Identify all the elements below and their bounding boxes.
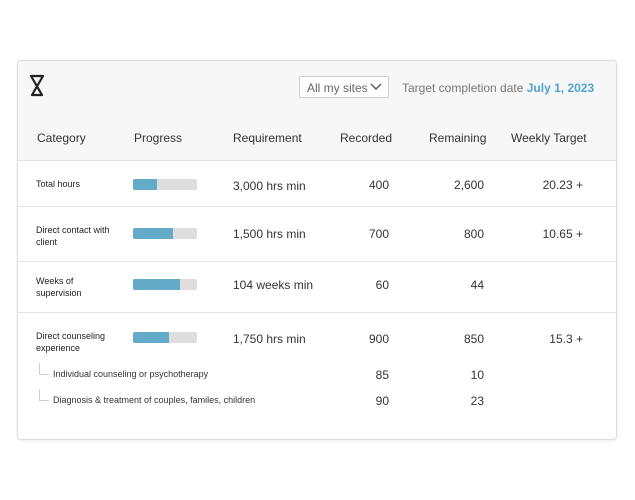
progress-fill <box>133 332 169 343</box>
card-toolbar: All my sites Target completion date July… <box>18 61 616 115</box>
progress-bar <box>133 279 197 290</box>
target-label: Target completion date <box>402 81 524 95</box>
col-recorded: Recorded <box>340 131 393 145</box>
row-weekly-target: 20.23 + <box>542 178 583 192</box>
row-remaining: 44 <box>470 278 484 292</box>
col-progress: Progress <box>134 131 183 145</box>
row-recorded: 400 <box>368 178 389 192</box>
row-remaining: 800 <box>463 227 484 241</box>
sub-row-remaining: 10 <box>470 368 484 382</box>
row-requirement: 104 weeks min <box>233 278 314 292</box>
progress-fill <box>133 279 181 290</box>
chevron-down-icon <box>370 83 382 90</box>
sub-row-label: Individual counseling or psychotherapy <box>53 369 209 379</box>
col-requirement: Requirement <box>233 131 302 145</box>
hourglass-logo-icon <box>29 74 45 97</box>
row-requirement: 1,750 hrs min <box>233 332 306 346</box>
tree-connector <box>39 389 49 401</box>
table-row: Weeks of supervision 104 weeks min 60 44 <box>18 262 616 313</box>
row-weekly-target: 15.3 + <box>549 332 583 346</box>
row-weekly-target: 10.65 + <box>542 227 583 241</box>
row-category: Total hours <box>36 179 81 189</box>
progress-card: All my sites Target completion date July… <box>17 60 617 440</box>
row-recorded: 60 <box>375 278 389 292</box>
progress-bar <box>133 332 197 343</box>
target-completion: Target completion date July 1, 2023 <box>402 81 594 95</box>
progress-bar <box>133 179 197 190</box>
row-requirement: 3,000 hrs min <box>233 179 306 193</box>
site-filter-dropdown[interactable]: All my sites <box>299 76 389 98</box>
row-requirement: 1,500 hrs min <box>233 227 306 241</box>
progress-bar <box>133 228 197 239</box>
row-category: Direct counseling experience <box>36 331 106 353</box>
site-filter-label: All my sites <box>307 81 368 95</box>
col-category: Category <box>37 131 86 145</box>
sub-row: Individual counseling or psychotherapy 8… <box>18 363 616 386</box>
progress-fill <box>133 179 158 190</box>
row-remaining: 2,600 <box>453 178 484 192</box>
progress-fill <box>133 228 173 239</box>
table-row: Direct contact with client 1,500 hrs min… <box>18 207 616 262</box>
table-header: Category Progress Requirement Recorded R… <box>18 114 616 161</box>
col-weekly-target: Weekly Target <box>511 131 587 145</box>
sub-row-label: Diagnosis & treatment of couples, famile… <box>53 395 256 405</box>
table-row: Direct counseling experience 1,750 hrs m… <box>18 313 616 433</box>
target-date: July 1, 2023 <box>526 81 595 95</box>
sub-row-recorded: 90 <box>375 394 389 408</box>
sub-row: Diagnosis & treatment of couples, famile… <box>18 389 616 412</box>
row-recorded: 900 <box>368 332 389 346</box>
row-recorded: 700 <box>368 227 389 241</box>
sub-row-recorded: 85 <box>375 368 389 382</box>
row-category: Direct contact with client <box>36 225 110 247</box>
row-category: Weeks of supervision <box>36 276 82 298</box>
col-remaining: Remaining <box>429 131 487 145</box>
sub-row-remaining: 23 <box>470 394 484 408</box>
tree-connector <box>39 363 49 375</box>
row-remaining: 850 <box>463 332 484 346</box>
table-row: Total hours 3,000 hrs min 400 2,600 20.2… <box>18 161 616 207</box>
